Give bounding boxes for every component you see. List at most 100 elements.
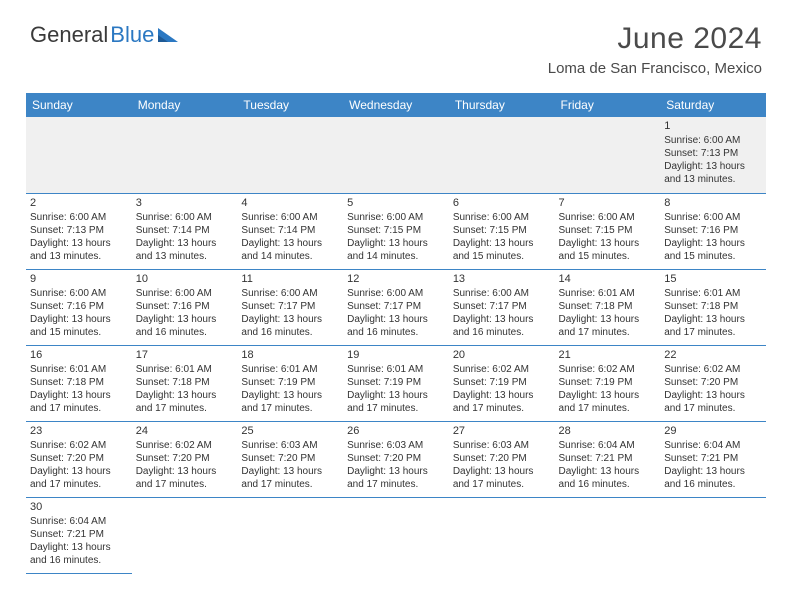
day-number: 6 (453, 196, 551, 210)
calendar-cell: 27Sunrise: 6:03 AMSunset: 7:20 PMDayligh… (449, 421, 555, 497)
day-number: 20 (453, 348, 551, 362)
calendar-row: 16Sunrise: 6:01 AMSunset: 7:18 PMDayligh… (26, 345, 766, 421)
daylight-line: Daylight: 13 hours and 17 minutes. (30, 389, 128, 415)
sunset-line: Sunset: 7:16 PM (136, 300, 234, 313)
sunrise-line: Sunrise: 6:00 AM (347, 287, 445, 300)
sunset-line: Sunset: 7:21 PM (559, 452, 657, 465)
day-number: 29 (664, 424, 762, 438)
sunset-line: Sunset: 7:18 PM (136, 376, 234, 389)
daylight-line: Daylight: 13 hours and 17 minutes. (136, 465, 234, 491)
daylight-line: Daylight: 13 hours and 17 minutes. (664, 313, 762, 339)
daylight-line: Daylight: 13 hours and 16 minutes. (136, 313, 234, 339)
calendar-cell: 10Sunrise: 6:00 AMSunset: 7:16 PMDayligh… (132, 269, 238, 345)
sunrise-line: Sunrise: 6:00 AM (664, 211, 762, 224)
sunrise-line: Sunrise: 6:03 AM (347, 439, 445, 452)
calendar-row: 30Sunrise: 6:04 AMSunset: 7:21 PMDayligh… (26, 497, 766, 573)
calendar-cell: 9Sunrise: 6:00 AMSunset: 7:16 PMDaylight… (26, 269, 132, 345)
sunrise-line: Sunrise: 6:00 AM (559, 211, 657, 224)
daylight-line: Daylight: 13 hours and 14 minutes. (347, 237, 445, 263)
sunrise-line: Sunrise: 6:00 AM (241, 211, 339, 224)
day-number: 2 (30, 196, 128, 210)
sunrise-line: Sunrise: 6:03 AM (241, 439, 339, 452)
day-number: 7 (559, 196, 657, 210)
weekday-header: Sunday (26, 93, 132, 117)
day-number: 26 (347, 424, 445, 438)
sunset-line: Sunset: 7:20 PM (136, 452, 234, 465)
sunrise-line: Sunrise: 6:01 AM (559, 287, 657, 300)
calendar-cell: 19Sunrise: 6:01 AMSunset: 7:19 PMDayligh… (343, 345, 449, 421)
calendar-cell: 17Sunrise: 6:01 AMSunset: 7:18 PMDayligh… (132, 345, 238, 421)
calendar-cell: 2Sunrise: 6:00 AMSunset: 7:13 PMDaylight… (26, 193, 132, 269)
calendar-cell (26, 117, 132, 193)
sunset-line: Sunset: 7:15 PM (453, 224, 551, 237)
day-number: 4 (241, 196, 339, 210)
weekday-header: Monday (132, 93, 238, 117)
weekday-header: Wednesday (343, 93, 449, 117)
sunset-line: Sunset: 7:20 PM (347, 452, 445, 465)
daylight-line: Daylight: 13 hours and 15 minutes. (453, 237, 551, 263)
sunset-line: Sunset: 7:17 PM (347, 300, 445, 313)
sunrise-line: Sunrise: 6:03 AM (453, 439, 551, 452)
calendar-cell: 22Sunrise: 6:02 AMSunset: 7:20 PMDayligh… (660, 345, 766, 421)
sunrise-line: Sunrise: 6:00 AM (136, 211, 234, 224)
sunset-line: Sunset: 7:17 PM (453, 300, 551, 313)
sunrise-line: Sunrise: 6:04 AM (664, 439, 762, 452)
sunset-line: Sunset: 7:21 PM (664, 452, 762, 465)
day-number: 17 (136, 348, 234, 362)
calendar-cell: 14Sunrise: 6:01 AMSunset: 7:18 PMDayligh… (555, 269, 661, 345)
calendar-table: Sunday Monday Tuesday Wednesday Thursday… (26, 93, 766, 574)
day-number: 18 (241, 348, 339, 362)
sunset-line: Sunset: 7:19 PM (453, 376, 551, 389)
sunset-line: Sunset: 7:14 PM (136, 224, 234, 237)
sunrise-line: Sunrise: 6:00 AM (30, 211, 128, 224)
daylight-line: Daylight: 13 hours and 14 minutes. (241, 237, 339, 263)
sunrise-line: Sunrise: 6:00 AM (453, 211, 551, 224)
sunrise-line: Sunrise: 6:02 AM (453, 363, 551, 376)
sunset-line: Sunset: 7:21 PM (30, 528, 128, 541)
day-number: 24 (136, 424, 234, 438)
calendar-cell: 23Sunrise: 6:02 AMSunset: 7:20 PMDayligh… (26, 421, 132, 497)
daylight-line: Daylight: 13 hours and 17 minutes. (241, 389, 339, 415)
daylight-line: Daylight: 13 hours and 16 minutes. (347, 313, 445, 339)
daylight-line: Daylight: 13 hours and 16 minutes. (559, 465, 657, 491)
calendar-cell (449, 497, 555, 573)
day-number: 8 (664, 196, 762, 210)
sunset-line: Sunset: 7:20 PM (453, 452, 551, 465)
logo-flag-icon (158, 26, 180, 44)
calendar-cell: 28Sunrise: 6:04 AMSunset: 7:21 PMDayligh… (555, 421, 661, 497)
day-number: 13 (453, 272, 551, 286)
day-number: 25 (241, 424, 339, 438)
daylight-line: Daylight: 13 hours and 17 minutes. (453, 465, 551, 491)
sunrise-line: Sunrise: 6:01 AM (30, 363, 128, 376)
daylight-line: Daylight: 13 hours and 13 minutes. (664, 160, 762, 186)
calendar-header-row: Sunday Monday Tuesday Wednesday Thursday… (26, 93, 766, 117)
calendar-cell: 29Sunrise: 6:04 AMSunset: 7:21 PMDayligh… (660, 421, 766, 497)
weekday-header: Friday (555, 93, 661, 117)
calendar-cell: 15Sunrise: 6:01 AMSunset: 7:18 PMDayligh… (660, 269, 766, 345)
calendar-cell: 18Sunrise: 6:01 AMSunset: 7:19 PMDayligh… (237, 345, 343, 421)
sunset-line: Sunset: 7:17 PM (241, 300, 339, 313)
calendar-cell: 7Sunrise: 6:00 AMSunset: 7:15 PMDaylight… (555, 193, 661, 269)
calendar-row: 23Sunrise: 6:02 AMSunset: 7:20 PMDayligh… (26, 421, 766, 497)
sunrise-line: Sunrise: 6:00 AM (136, 287, 234, 300)
calendar-cell (555, 497, 661, 573)
sunrise-line: Sunrise: 6:00 AM (30, 287, 128, 300)
sunrise-line: Sunrise: 6:02 AM (136, 439, 234, 452)
daylight-line: Daylight: 13 hours and 17 minutes. (453, 389, 551, 415)
calendar-cell: 1Sunrise: 6:00 AMSunset: 7:13 PMDaylight… (660, 117, 766, 193)
sunrise-line: Sunrise: 6:02 AM (664, 363, 762, 376)
daylight-line: Daylight: 13 hours and 13 minutes. (30, 237, 128, 263)
sunset-line: Sunset: 7:13 PM (30, 224, 128, 237)
calendar-cell (132, 117, 238, 193)
daylight-line: Daylight: 13 hours and 15 minutes. (559, 237, 657, 263)
sunrise-line: Sunrise: 6:00 AM (347, 211, 445, 224)
sunrise-line: Sunrise: 6:04 AM (559, 439, 657, 452)
daylight-line: Daylight: 13 hours and 15 minutes. (664, 237, 762, 263)
sunset-line: Sunset: 7:19 PM (347, 376, 445, 389)
page-subtitle: Loma de San Francisco, Mexico (548, 60, 762, 77)
calendar-cell: 4Sunrise: 6:00 AMSunset: 7:14 PMDaylight… (237, 193, 343, 269)
sunrise-line: Sunrise: 6:00 AM (241, 287, 339, 300)
daylight-line: Daylight: 13 hours and 17 minutes. (664, 389, 762, 415)
sunrise-line: Sunrise: 6:02 AM (559, 363, 657, 376)
weekday-header: Tuesday (237, 93, 343, 117)
